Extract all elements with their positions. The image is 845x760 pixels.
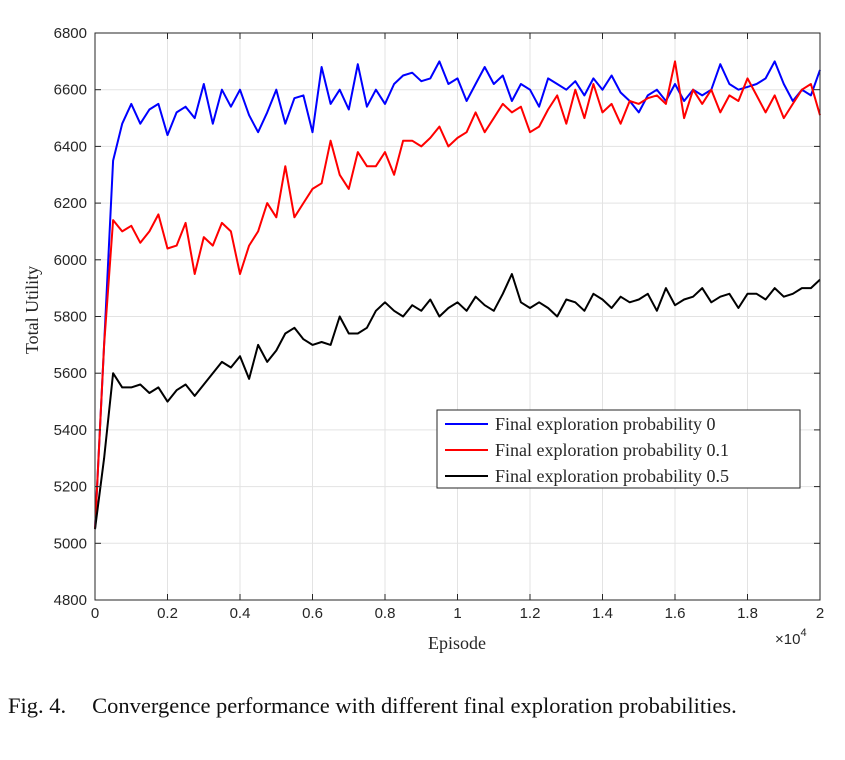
ticks: 0 0.2 0.4 0.6 0.8 1 1.2 1.4 1.6 1.8 2 4800 5000 5200 5… xyxy=(54,25,825,622)
x-tick-label: 0 xyxy=(91,605,99,622)
series-line-2 xyxy=(94,273,821,530)
y-tick-label: 5000 xyxy=(54,535,87,552)
series-line-0 xyxy=(94,60,821,530)
x-tick-label: 0.2 xyxy=(157,605,178,622)
y-tick-label: 5600 xyxy=(54,365,87,382)
grid xyxy=(94,32,821,601)
y-tick-label: 6800 xyxy=(54,25,87,42)
legend-box xyxy=(436,409,801,489)
y-tick-label: 6400 xyxy=(54,138,87,155)
legend: Final exploration probability 0 Final exp… xyxy=(436,409,801,489)
x-tick-label: 0.6 xyxy=(302,605,323,622)
x-multiplier: ×104 xyxy=(775,627,807,648)
y-axis-label: Total Utility xyxy=(22,266,42,354)
caption-label: Fig. 4. xyxy=(8,693,67,718)
x-tick-label: 1.2 xyxy=(520,605,541,622)
y-tick-label: 5800 xyxy=(54,309,87,326)
y-tick-label: 6000 xyxy=(54,252,87,269)
x-tick-label: 0.4 xyxy=(230,605,251,622)
x-tick-label: 1.6 xyxy=(665,605,686,622)
series-lines xyxy=(94,60,821,530)
y-tick-label: 5400 xyxy=(54,422,87,439)
legend-label-2: Final exploration probability 0.5 xyxy=(495,466,729,486)
legend-label-1: Final exploration probability 0.1 xyxy=(495,440,729,460)
x-tick-label: 1 xyxy=(453,605,461,622)
series-line-1 xyxy=(94,60,821,530)
caption-text: Convergence performance with different f… xyxy=(92,693,737,718)
x-tick-label: 0.8 xyxy=(375,605,396,622)
x-tick-label: 1.4 xyxy=(592,605,613,622)
x-axis-label: Episode xyxy=(428,633,486,653)
x-tick-label: 1.8 xyxy=(737,605,758,622)
x-tick-label: 2 xyxy=(816,605,824,622)
figure-caption: Fig. 4. Convergence performance with diff… xyxy=(8,690,838,722)
y-tick-label: 4800 xyxy=(54,592,87,609)
y-tick-label: 6600 xyxy=(54,82,87,99)
y-tick-label: 6200 xyxy=(54,195,87,212)
legend-label-0: Final exploration probability 0 xyxy=(495,414,715,434)
y-tick-label: 5200 xyxy=(54,479,87,496)
line-chart: 0 0.2 0.4 0.6 0.8 1 1.2 1.4 1.6 1.8 2 4800 5000 5200 5… xyxy=(22,25,825,653)
